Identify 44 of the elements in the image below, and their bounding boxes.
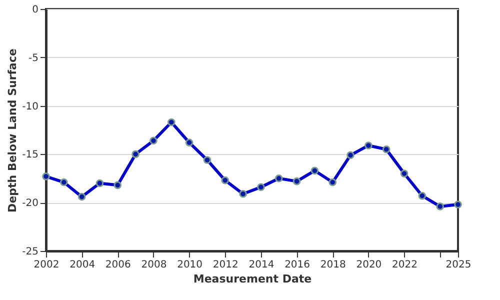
y-axis-title: Depth Below Land Surface bbox=[6, 48, 20, 212]
point bbox=[257, 183, 265, 192]
point bbox=[150, 136, 158, 145]
point bbox=[292, 177, 301, 186]
point bbox=[328, 178, 337, 186]
point bbox=[382, 145, 390, 154]
x-tick-label: 2006 bbox=[105, 260, 131, 270]
point bbox=[274, 174, 283, 182]
point bbox=[203, 156, 212, 164]
point bbox=[418, 192, 426, 200]
point bbox=[167, 118, 176, 126]
y-tick-label: -15 bbox=[22, 150, 38, 161]
x-tick-label: 2004 bbox=[70, 260, 96, 270]
point bbox=[436, 202, 444, 210]
x-tick-label: 2022 bbox=[392, 260, 418, 270]
x-tick-label: 2008 bbox=[141, 260, 167, 270]
point bbox=[454, 200, 462, 208]
point bbox=[60, 178, 68, 186]
y-tick-label: -10 bbox=[22, 101, 38, 112]
point bbox=[239, 190, 247, 198]
point bbox=[185, 138, 194, 146]
y-tick-label: -25 bbox=[22, 246, 38, 258]
point bbox=[42, 172, 50, 180]
x-tick-label: 2025 bbox=[446, 260, 472, 270]
point bbox=[114, 181, 122, 190]
x-tick-label: 2014 bbox=[248, 260, 274, 270]
point bbox=[132, 150, 140, 158]
x-axis-title: Measurement Date bbox=[193, 272, 312, 286]
point bbox=[310, 166, 319, 175]
point bbox=[221, 176, 230, 184]
x-tick-label: 2002 bbox=[34, 260, 60, 270]
y-tick-label: -20 bbox=[22, 198, 38, 210]
y-tick-label: 0 bbox=[32, 4, 38, 16]
point bbox=[78, 192, 86, 201]
x-tick-label: 2012 bbox=[212, 260, 238, 270]
x-tick-label: 2018 bbox=[320, 260, 346, 270]
point bbox=[364, 142, 372, 150]
point bbox=[346, 151, 354, 160]
point bbox=[400, 170, 408, 178]
y-tick-label: -5 bbox=[28, 52, 38, 64]
x-tick-label: 2010 bbox=[177, 260, 203, 270]
x-tick-label: 2016 bbox=[284, 260, 310, 270]
point bbox=[96, 179, 104, 188]
x-tick-label: 2020 bbox=[356, 260, 382, 270]
